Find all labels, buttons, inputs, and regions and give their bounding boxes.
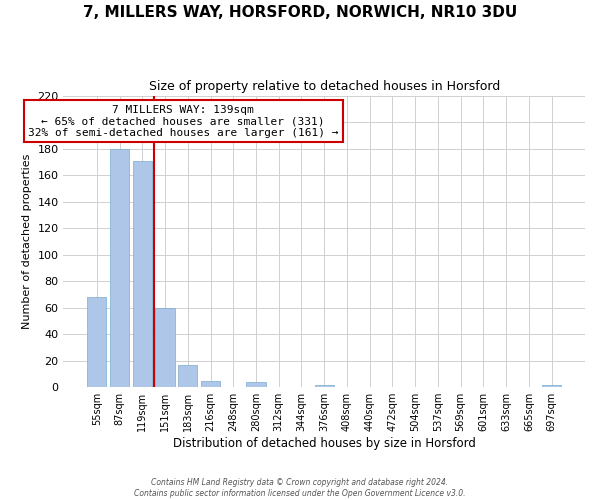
Bar — [87, 297, 106, 387]
Y-axis label: Number of detached properties: Number of detached properties — [22, 154, 32, 329]
Text: 7 MILLERS WAY: 139sqm
← 65% of detached houses are smaller (331)
32% of semi-det: 7 MILLERS WAY: 139sqm ← 65% of detached … — [28, 105, 338, 138]
Text: 7, MILLERS WAY, HORSFORD, NORWICH, NR10 3DU: 7, MILLERS WAY, HORSFORD, NORWICH, NR10 … — [83, 5, 517, 20]
Bar — [201, 380, 220, 387]
Text: Contains HM Land Registry data © Crown copyright and database right 2024.
Contai: Contains HM Land Registry data © Crown c… — [134, 478, 466, 498]
Bar — [110, 148, 129, 387]
Bar — [314, 384, 334, 387]
Bar — [133, 160, 152, 387]
Bar — [155, 308, 175, 387]
Bar — [247, 382, 266, 387]
X-axis label: Distribution of detached houses by size in Horsford: Distribution of detached houses by size … — [173, 437, 476, 450]
Bar — [542, 384, 561, 387]
Title: Size of property relative to detached houses in Horsford: Size of property relative to detached ho… — [149, 80, 500, 93]
Bar — [178, 364, 197, 387]
